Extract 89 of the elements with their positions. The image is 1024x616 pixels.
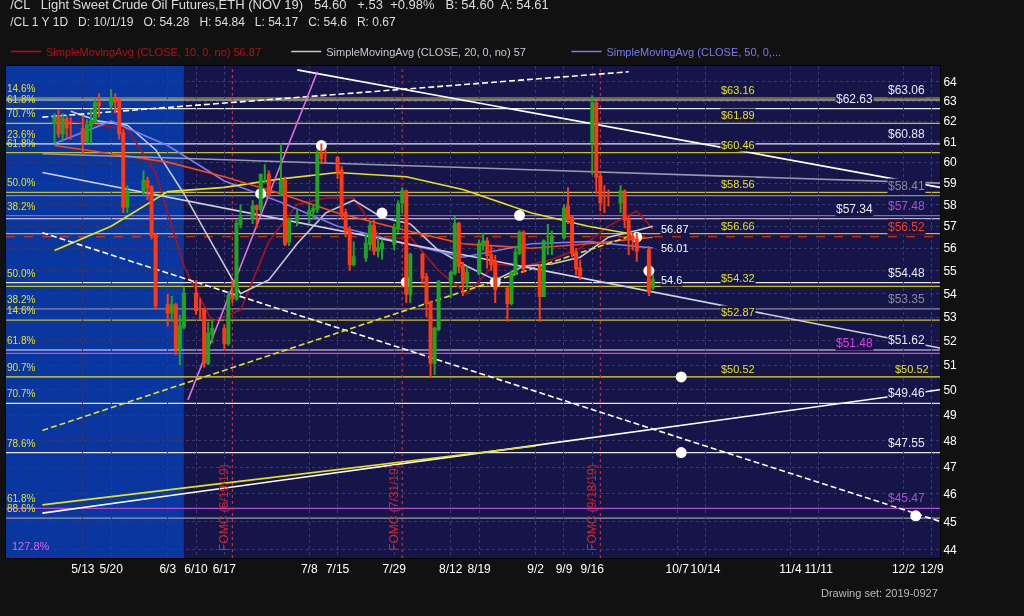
ref-line-label: $51.48 [836, 336, 874, 350]
ref-line-label: FOMC (7/31/19) [386, 464, 401, 551]
x-tick-label: 5/20 [99, 562, 124, 577]
x-tick-label: 11/11 [804, 562, 834, 577]
annotation: 56.01 [661, 242, 689, 254]
annotation: $63.16 [721, 84, 755, 96]
y-tick-label: 55 [943, 263, 958, 278]
annotation: $52.87 [721, 306, 755, 318]
ref-line-label: $62.63 [836, 92, 874, 106]
ref-line-label: $49.46 [888, 386, 926, 400]
y-tick-label: 58 [943, 197, 958, 212]
ref-line-label: $60.88 [888, 127, 926, 141]
x-tick-label: 9/9 [555, 562, 573, 577]
y-tick-label: 46 [943, 487, 958, 502]
y-tick-label: 47 [943, 460, 958, 475]
y-tick-label: 60 [943, 155, 958, 170]
y-tick-label: 50 [943, 383, 958, 398]
y-tick-label: 48 [943, 433, 958, 448]
y-tick-label: 62 [943, 114, 958, 129]
y-tick-label: 45 [943, 514, 958, 529]
x-tick-label: 8/19 [467, 562, 492, 577]
y-tick-label: 56 [943, 241, 958, 256]
annotation: 56.87 [661, 223, 689, 235]
annotation: $61.89 [721, 109, 755, 121]
x-tick-label: 12/2 [891, 562, 916, 577]
ref-line-label: $57.34 [836, 202, 874, 216]
annotation: $58.56 [721, 178, 755, 190]
annotation: 50.0% [7, 177, 36, 188]
y-tick-label: 63 [943, 94, 958, 109]
y-tick-label: 52 [943, 334, 958, 349]
annotation: 14.6% [7, 83, 36, 94]
legend-label: SimpleMovingAvg (CLOSE, 50, 0,... [606, 45, 782, 58]
annotation: 38.2% [7, 201, 36, 212]
annotation: 90.7% [7, 362, 36, 373]
legend-label: SimpleMovingAvg (CLOSE, 10, 0, no) 56.87 [46, 45, 262, 58]
ref-line-label: $47.55 [888, 436, 926, 450]
ref-line-label: $56.52 [888, 220, 926, 234]
annotation: 61.8% [7, 493, 36, 504]
annotation: 61.8% [7, 335, 36, 346]
y-tick-label: 61 [943, 134, 958, 149]
ref-line-label: $57.48 [888, 199, 926, 213]
ref-line-label: $63.06 [888, 83, 926, 97]
annotation: 14.6% [7, 305, 36, 316]
y-tick-label: 64 [943, 74, 958, 89]
x-tick-label: 11/4 [779, 562, 802, 577]
annotation: $56.66 [721, 220, 755, 232]
annotation: $50.52 [721, 363, 755, 375]
x-tick-label: 6/3 [159, 562, 177, 577]
ref-line-label: $51.62 [888, 333, 926, 347]
ref-line-label: $45.47 [888, 491, 926, 505]
ref-line-label: $58.41 [888, 179, 926, 193]
annotation: $60.46 [721, 139, 755, 151]
y-tick-label: 53 [943, 310, 958, 325]
text: Drawing set: 2019-0927 [821, 587, 938, 599]
annotation: 50.0% [7, 268, 36, 279]
ref-line-label: FOMC (6/19/19) [216, 464, 231, 551]
x-tick-label: 9/2 [527, 562, 545, 577]
x-tick-label: 7/29 [382, 562, 407, 577]
annotation: 54.6 [661, 274, 683, 286]
ref-line-label: $53.35 [888, 292, 926, 306]
x-tick-label: 6/10 [184, 562, 209, 577]
annotation: 23.6% [7, 129, 36, 140]
ref-line-label: $54.48 [888, 266, 926, 280]
x-tick-label: 7/8 [300, 562, 318, 577]
x-tick-label: 10/14 [690, 562, 721, 577]
y-tick-label: 44 [943, 542, 958, 557]
x-tick-label: 8/12 [439, 562, 463, 577]
y-tick-label: 57 [943, 219, 958, 234]
x-tick-label: 10/7 [665, 562, 690, 577]
annotation: $54.32 [721, 272, 755, 284]
y-tick-label: 59 [943, 176, 958, 191]
annotation: 70.7% [7, 108, 36, 119]
annotation: 70.7% [7, 388, 36, 399]
annotation: 38.2% [7, 294, 36, 305]
y-tick-label: 51 [943, 358, 958, 373]
x-tick-label: 7/15 [325, 562, 350, 577]
legend-label: SimpleMovingAvg (CLOSE, 20, 0, no) 57 [326, 45, 526, 58]
annotation: 127.8% [12, 540, 50, 552]
chart-title: /CL Light Sweet Crude Oil Futures,ETH (NOV 19) 54.60 +.53 +0.98% B: 54.60 A: 54.61 [10, 0, 549, 13]
x-tick-label: 5/13 [71, 562, 95, 577]
ref-line-label: FOMC (9/18/19) [584, 464, 599, 551]
x-tick-label: 6/17 [212, 562, 237, 577]
chart-subtitle: /CL 1 Y 1D D: 10/1/19 O: 54.28 H: 54.84 L: 54.17 C: 54.6 R: 0.67 [10, 15, 396, 30]
annotation: 78.6% [7, 438, 36, 449]
x-tick-label: 9/16 [580, 562, 605, 577]
x-tick-label: 12/9 [920, 562, 944, 577]
y-tick-label: 49 [943, 408, 958, 423]
annotation: $50.52 [895, 363, 929, 375]
y-tick-label: 54 [943, 286, 958, 301]
